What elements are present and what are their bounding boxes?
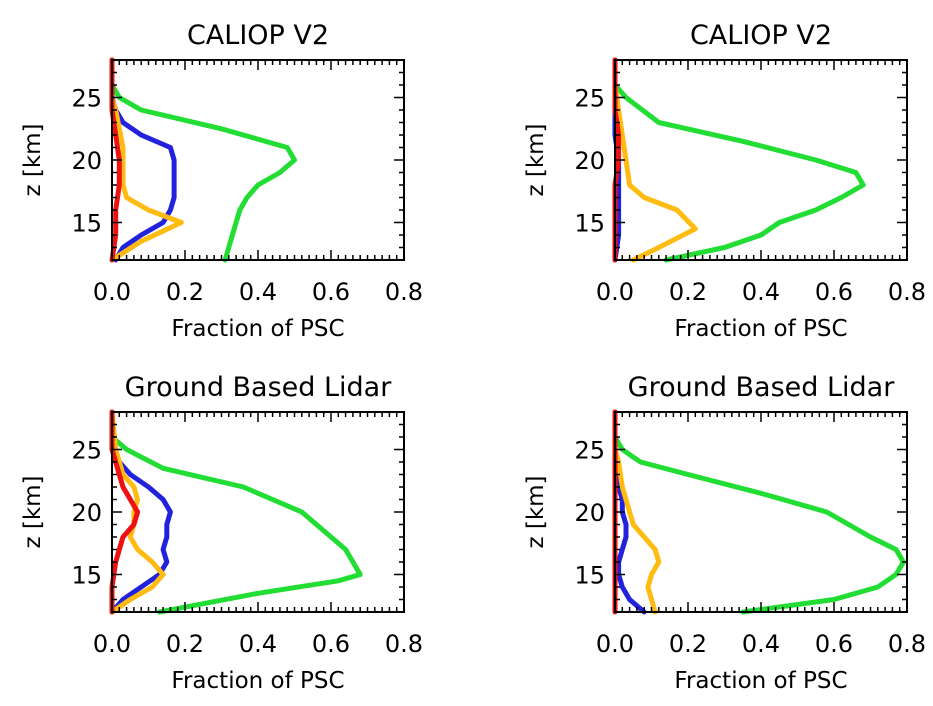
x-tick-label: 0.6 — [312, 630, 350, 658]
y-tick-label: 20 — [71, 147, 102, 175]
x-tick-label: 0.8 — [888, 630, 926, 658]
y-tick-label: 15 — [574, 562, 605, 590]
y-axis-label: z [km] — [523, 123, 549, 196]
x-axis-label: Fraction of PSC — [171, 668, 344, 694]
y-tick-label: 25 — [71, 85, 102, 113]
x-tick-label: 0.4 — [239, 630, 277, 658]
x-axis-label: Fraction of PSC — [674, 316, 847, 342]
panel-title: CALIOP V2 — [690, 20, 832, 51]
x-tick-label: 0.6 — [815, 630, 853, 658]
y-tick-label: 15 — [574, 210, 605, 238]
panel-2: CALIOP V2 0.0 0.2 0.4 0.6 0.8 15 20 25 Fraction o… — [523, 20, 926, 342]
panel-title: CALIOP V2 — [187, 20, 329, 51]
series-line-3 — [109, 409, 166, 615]
panel-1: CALIOP V2 0.0 0.2 0.4 0.6 0.8 15 20 25 Fraction o… — [20, 20, 423, 342]
y-tick-label: 15 — [71, 210, 102, 238]
x-axis-label: Fraction of PSC — [171, 316, 344, 342]
series-line-1 — [612, 409, 906, 615]
panel-title: Ground Based Lidar — [628, 372, 896, 403]
y-tick-label: 15 — [71, 562, 102, 590]
y-tick-label: 25 — [71, 437, 102, 465]
series-line-1 — [612, 57, 866, 263]
y-tick-label: 25 — [574, 437, 605, 465]
y-tick-label: 20 — [574, 499, 605, 527]
panel-3: Ground Based Lidar 0.0 0.2 0.4 0.6 0.8 15 20 25 F… — [20, 372, 423, 694]
panel-4: Ground Based Lidar 0.0 0.2 0.4 0.6 0.8 15 20 25 F… — [523, 372, 926, 694]
y-axis-label: z [km] — [20, 475, 46, 548]
plot-frame — [111, 59, 405, 261]
x-tick-label: 0.0 — [596, 278, 634, 306]
x-tick-label: 0.2 — [669, 278, 707, 306]
x-tick-label: 0.4 — [239, 278, 277, 306]
x-tick-label: 0.6 — [815, 278, 853, 306]
x-tick-label: 0.2 — [166, 630, 204, 658]
x-tick-label: 0.4 — [742, 630, 780, 658]
panel-title: Ground Based Lidar — [125, 372, 393, 403]
x-axis-label: Fraction of PSC — [674, 668, 847, 694]
series-line-3 — [109, 57, 184, 263]
x-tick-label: 0.0 — [93, 630, 131, 658]
series-line-3 — [612, 409, 662, 615]
x-tick-label: 0.0 — [93, 278, 131, 306]
x-tick-label: 0.2 — [669, 630, 707, 658]
plot-frame — [614, 59, 908, 261]
y-tick-label: 25 — [574, 85, 605, 113]
series-line-1 — [109, 57, 297, 263]
y-tick-label: 20 — [71, 499, 102, 527]
y-tick-label: 20 — [574, 147, 605, 175]
x-tick-label: 0.4 — [742, 278, 780, 306]
x-tick-label: 0.8 — [385, 278, 423, 306]
x-tick-label: 0.8 — [888, 278, 926, 306]
plot-frame — [614, 411, 908, 613]
y-axis-label: z [km] — [20, 123, 46, 196]
series-line-3 — [612, 57, 698, 263]
x-tick-label: 0.6 — [312, 278, 350, 306]
x-tick-label: 0.8 — [385, 630, 423, 658]
series-line-1 — [109, 409, 363, 615]
panels-group: CALIOP V2 0.0 0.2 0.4 0.6 0.8 15 20 25 Fraction o… — [20, 20, 926, 694]
y-axis-label: z [km] — [523, 475, 549, 548]
x-tick-label: 0.2 — [166, 278, 204, 306]
x-tick-label: 0.0 — [596, 630, 634, 658]
